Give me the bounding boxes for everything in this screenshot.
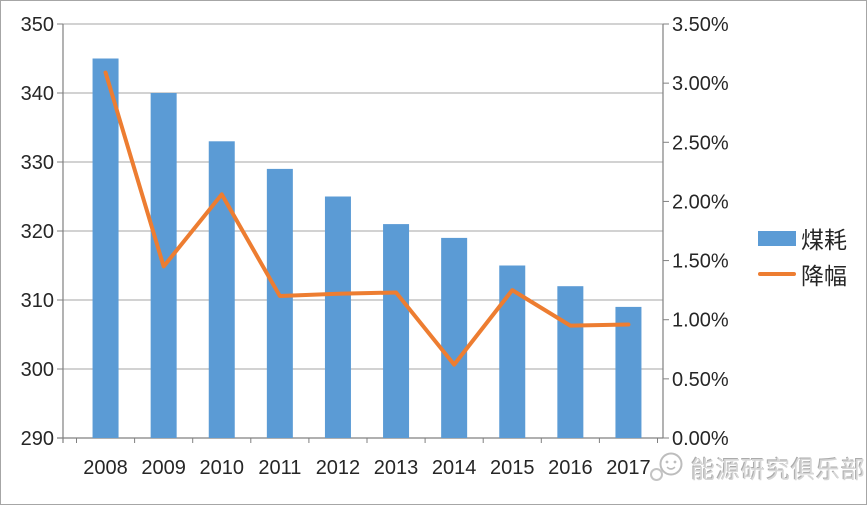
legend-item-decline: 降幅 bbox=[758, 256, 847, 292]
x-axis-label: 2015 bbox=[490, 457, 535, 479]
bar-2016 bbox=[557, 286, 584, 438]
left-axis-label: 340 bbox=[21, 83, 54, 105]
right-axis-label: 2.50% bbox=[672, 132, 729, 154]
bar-2017 bbox=[615, 306, 642, 438]
right-axis-label: 0.00% bbox=[672, 428, 729, 450]
line-series-swatch bbox=[758, 272, 796, 276]
legend: 煤耗 降幅 bbox=[758, 220, 847, 292]
right-axis-label: 1.00% bbox=[672, 310, 729, 332]
left-axis-label: 320 bbox=[21, 221, 54, 243]
legend-item-coal: 煤耗 bbox=[758, 220, 847, 256]
right-axis-label: 2.00% bbox=[672, 191, 729, 213]
x-axis-label: 2008 bbox=[83, 457, 128, 479]
left-axis-label: 350 bbox=[21, 14, 54, 36]
bar-2011 bbox=[266, 168, 293, 438]
x-axis-label: 2014 bbox=[432, 457, 477, 479]
x-axis-label: 2010 bbox=[200, 457, 245, 479]
bar-2008 bbox=[92, 58, 119, 438]
x-axis-label: 2013 bbox=[374, 457, 419, 479]
x-axis-label: 2017 bbox=[606, 457, 651, 479]
bar-series-swatch bbox=[758, 230, 796, 246]
legend-label-coal: 煤耗 bbox=[801, 227, 847, 253]
bar-2010 bbox=[208, 141, 235, 439]
right-axis-label: 0.50% bbox=[672, 369, 729, 391]
bar-2013 bbox=[383, 224, 410, 438]
x-axis-label: 2016 bbox=[548, 457, 593, 479]
left-axis-label: 310 bbox=[21, 290, 54, 312]
right-axis-label: 1.50% bbox=[672, 251, 729, 273]
right-axis-label: 3.50% bbox=[672, 14, 729, 36]
decline-line bbox=[103, 70, 631, 367]
x-axis-label: 2009 bbox=[141, 457, 186, 479]
right-axis-label: 3.00% bbox=[672, 73, 729, 95]
x-axis-label: 2011 bbox=[258, 457, 301, 479]
legend-label-decline: 降幅 bbox=[801, 263, 847, 289]
x-axis-label: 2012 bbox=[316, 457, 361, 479]
left-axis-label: 330 bbox=[21, 152, 54, 174]
bar-2014 bbox=[441, 237, 468, 438]
left-axis-label: 300 bbox=[21, 359, 54, 381]
bar-2012 bbox=[324, 196, 351, 438]
left-axis-label: 290 bbox=[21, 428, 54, 450]
